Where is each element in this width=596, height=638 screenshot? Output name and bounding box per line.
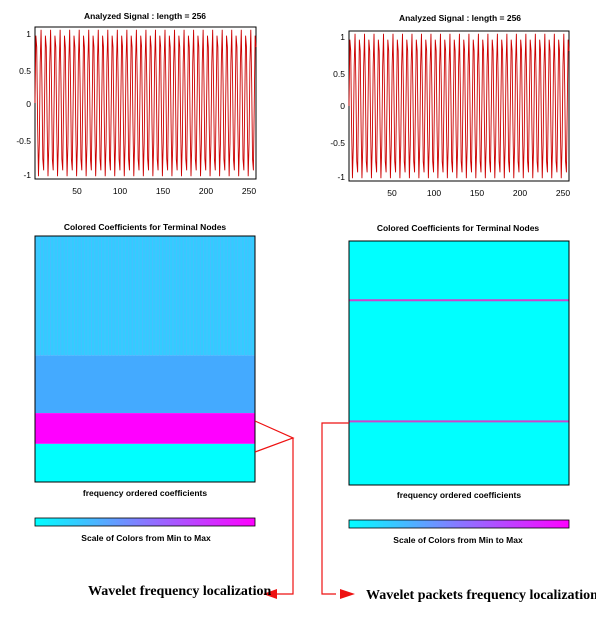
x-ticks-left: 50 100 150 200 250 — [72, 186, 256, 196]
annotation-wavelet-packets: Wavelet packets frequency localization — [366, 588, 596, 603]
signal-line — [348, 33, 570, 179]
signal-title-right: Analyzed Signal : length = 256 — [399, 13, 521, 23]
coef-axes-left — [34, 235, 256, 483]
y-tick-label: 0 — [26, 99, 31, 109]
y-tick-label: -0.5 — [16, 136, 31, 146]
x-tick-label: 50 — [387, 188, 397, 198]
x-tick-label: 100 — [427, 188, 441, 198]
arrow-right-connector — [321, 422, 349, 595]
x-tick-label: 200 — [199, 186, 213, 196]
x-tick-label: 250 — [242, 186, 256, 196]
arrow-left-connector — [276, 438, 294, 595]
x-tick-label: 250 — [556, 188, 570, 198]
x-tick-label: 150 — [470, 188, 484, 198]
y-tick-label: 1 — [26, 29, 31, 39]
y-tick-label: -0.5 — [330, 138, 345, 148]
coef-bands-right — [349, 241, 569, 485]
colorbar-right-gradient — [348, 519, 570, 529]
colorbar-right: Scale of Colors from Min to Max — [348, 519, 570, 545]
x-tick-label: 100 — [113, 186, 127, 196]
signal-trace-right — [348, 33, 570, 179]
y-tick-label: 0.5 — [19, 66, 31, 76]
y-tick-label: -1 — [23, 170, 31, 180]
arrow-left-head — [263, 589, 277, 599]
coef-title-left: Colored Coefficients for Terminal Nodes — [64, 222, 227, 232]
signal-plot-left: Analyzed Signal : length = 256 50 100 15… — [16, 11, 257, 196]
y-ticks-right: 1 0.5 0 -0.5 -1 — [330, 32, 345, 182]
coef-axes-right — [348, 240, 570, 486]
coef-band — [35, 355, 255, 414]
x-tick-label: 150 — [156, 186, 170, 196]
colorbar-right-label: Scale of Colors from Min to Max — [393, 535, 523, 545]
y-ticks-left: 1 0.5 0 -0.5 -1 — [16, 29, 31, 180]
y-tick-label: -1 — [337, 172, 345, 182]
y-tick-label: 0 — [340, 101, 345, 111]
coefficient-map-right: Colored Coefficients for Terminal Nodes … — [348, 223, 570, 500]
x-ticks-right: 50 100 150 200 250 — [387, 188, 570, 198]
bracket-magenta-band — [254, 420, 295, 453]
coef-band — [35, 236, 255, 356]
coef-band — [35, 413, 255, 444]
coef-xlabel-right: frequency ordered coefficients — [397, 490, 522, 500]
coefficient-map-left: Colored Coefficients for Terminal Nodes … — [34, 222, 256, 498]
signal-title-left: Analyzed Signal : length = 256 — [84, 11, 206, 21]
colorbar-left: Scale of Colors from Min to Max — [34, 517, 256, 543]
arrow-right-head — [340, 589, 355, 599]
signal-plot-right: Analyzed Signal : length = 256 50 100 15… — [330, 13, 570, 198]
x-tick-label: 50 — [72, 186, 82, 196]
signal-trace-left — [34, 29, 257, 177]
annotation-wavelet: Wavelet frequency localization — [88, 584, 271, 599]
coef-background — [349, 241, 569, 485]
y-tick-label: 0.5 — [333, 69, 345, 79]
colorbar-left-gradient — [34, 517, 256, 527]
localization-arrows — [254, 420, 349, 595]
coef-xlabel-left: frequency ordered coefficients — [83, 488, 208, 498]
signal-line — [34, 29, 257, 177]
coef-band — [35, 443, 255, 482]
coef-title-right: Colored Coefficients for Terminal Nodes — [377, 223, 540, 233]
coef-bands-left — [35, 236, 256, 482]
y-tick-label: 1 — [340, 32, 345, 42]
colorbar-left-label: Scale of Colors from Min to Max — [81, 533, 211, 543]
x-tick-label: 200 — [513, 188, 527, 198]
